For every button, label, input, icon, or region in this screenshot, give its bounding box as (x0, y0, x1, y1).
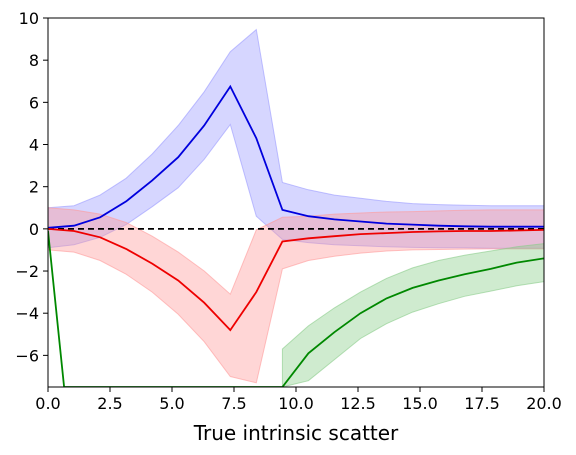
y-tick-label: 6 (29, 93, 39, 112)
series-3-band (281, 243, 544, 387)
series-2-line (48, 228, 544, 332)
x-tick-label: 20.0 (526, 394, 562, 413)
y-tick-label: 2 (29, 178, 39, 197)
series-3-line (48, 230, 544, 387)
y-tick-label: 0 (29, 220, 39, 239)
series-1-line (48, 84, 544, 229)
series-lines (48, 84, 544, 387)
y-tick-label: 10 (19, 9, 39, 28)
confidence-bands (48, 28, 544, 387)
x-tick-label: 0.0 (35, 394, 60, 413)
y-tick-label: −2 (15, 262, 39, 281)
x-axis-label: True intrinsic scatter (193, 421, 399, 445)
y-tick-label: 4 (29, 136, 39, 155)
x-tick-label: 17.5 (464, 394, 500, 413)
x-tick-label: 12.5 (340, 394, 376, 413)
x-tick-label: 15.0 (402, 394, 438, 413)
series-2-band (48, 207, 544, 384)
x-tick-label: 2.5 (97, 394, 122, 413)
x-axis-ticks: 0.0 2.5 5.0 7.5 10.0 12.5 15.0 17.5 20.0 (35, 387, 562, 413)
y-axis-ticks: −6 −4 −2 0 2 4 6 8 10 (15, 9, 48, 365)
x-tick-label: 10.0 (278, 394, 314, 413)
x-tick-label: 5.0 (159, 394, 184, 413)
y-tick-label: −4 (15, 304, 39, 323)
y-tick-label: 8 (29, 51, 39, 70)
y-tick-label: −6 (15, 346, 39, 365)
x-tick-label: 7.5 (221, 394, 246, 413)
